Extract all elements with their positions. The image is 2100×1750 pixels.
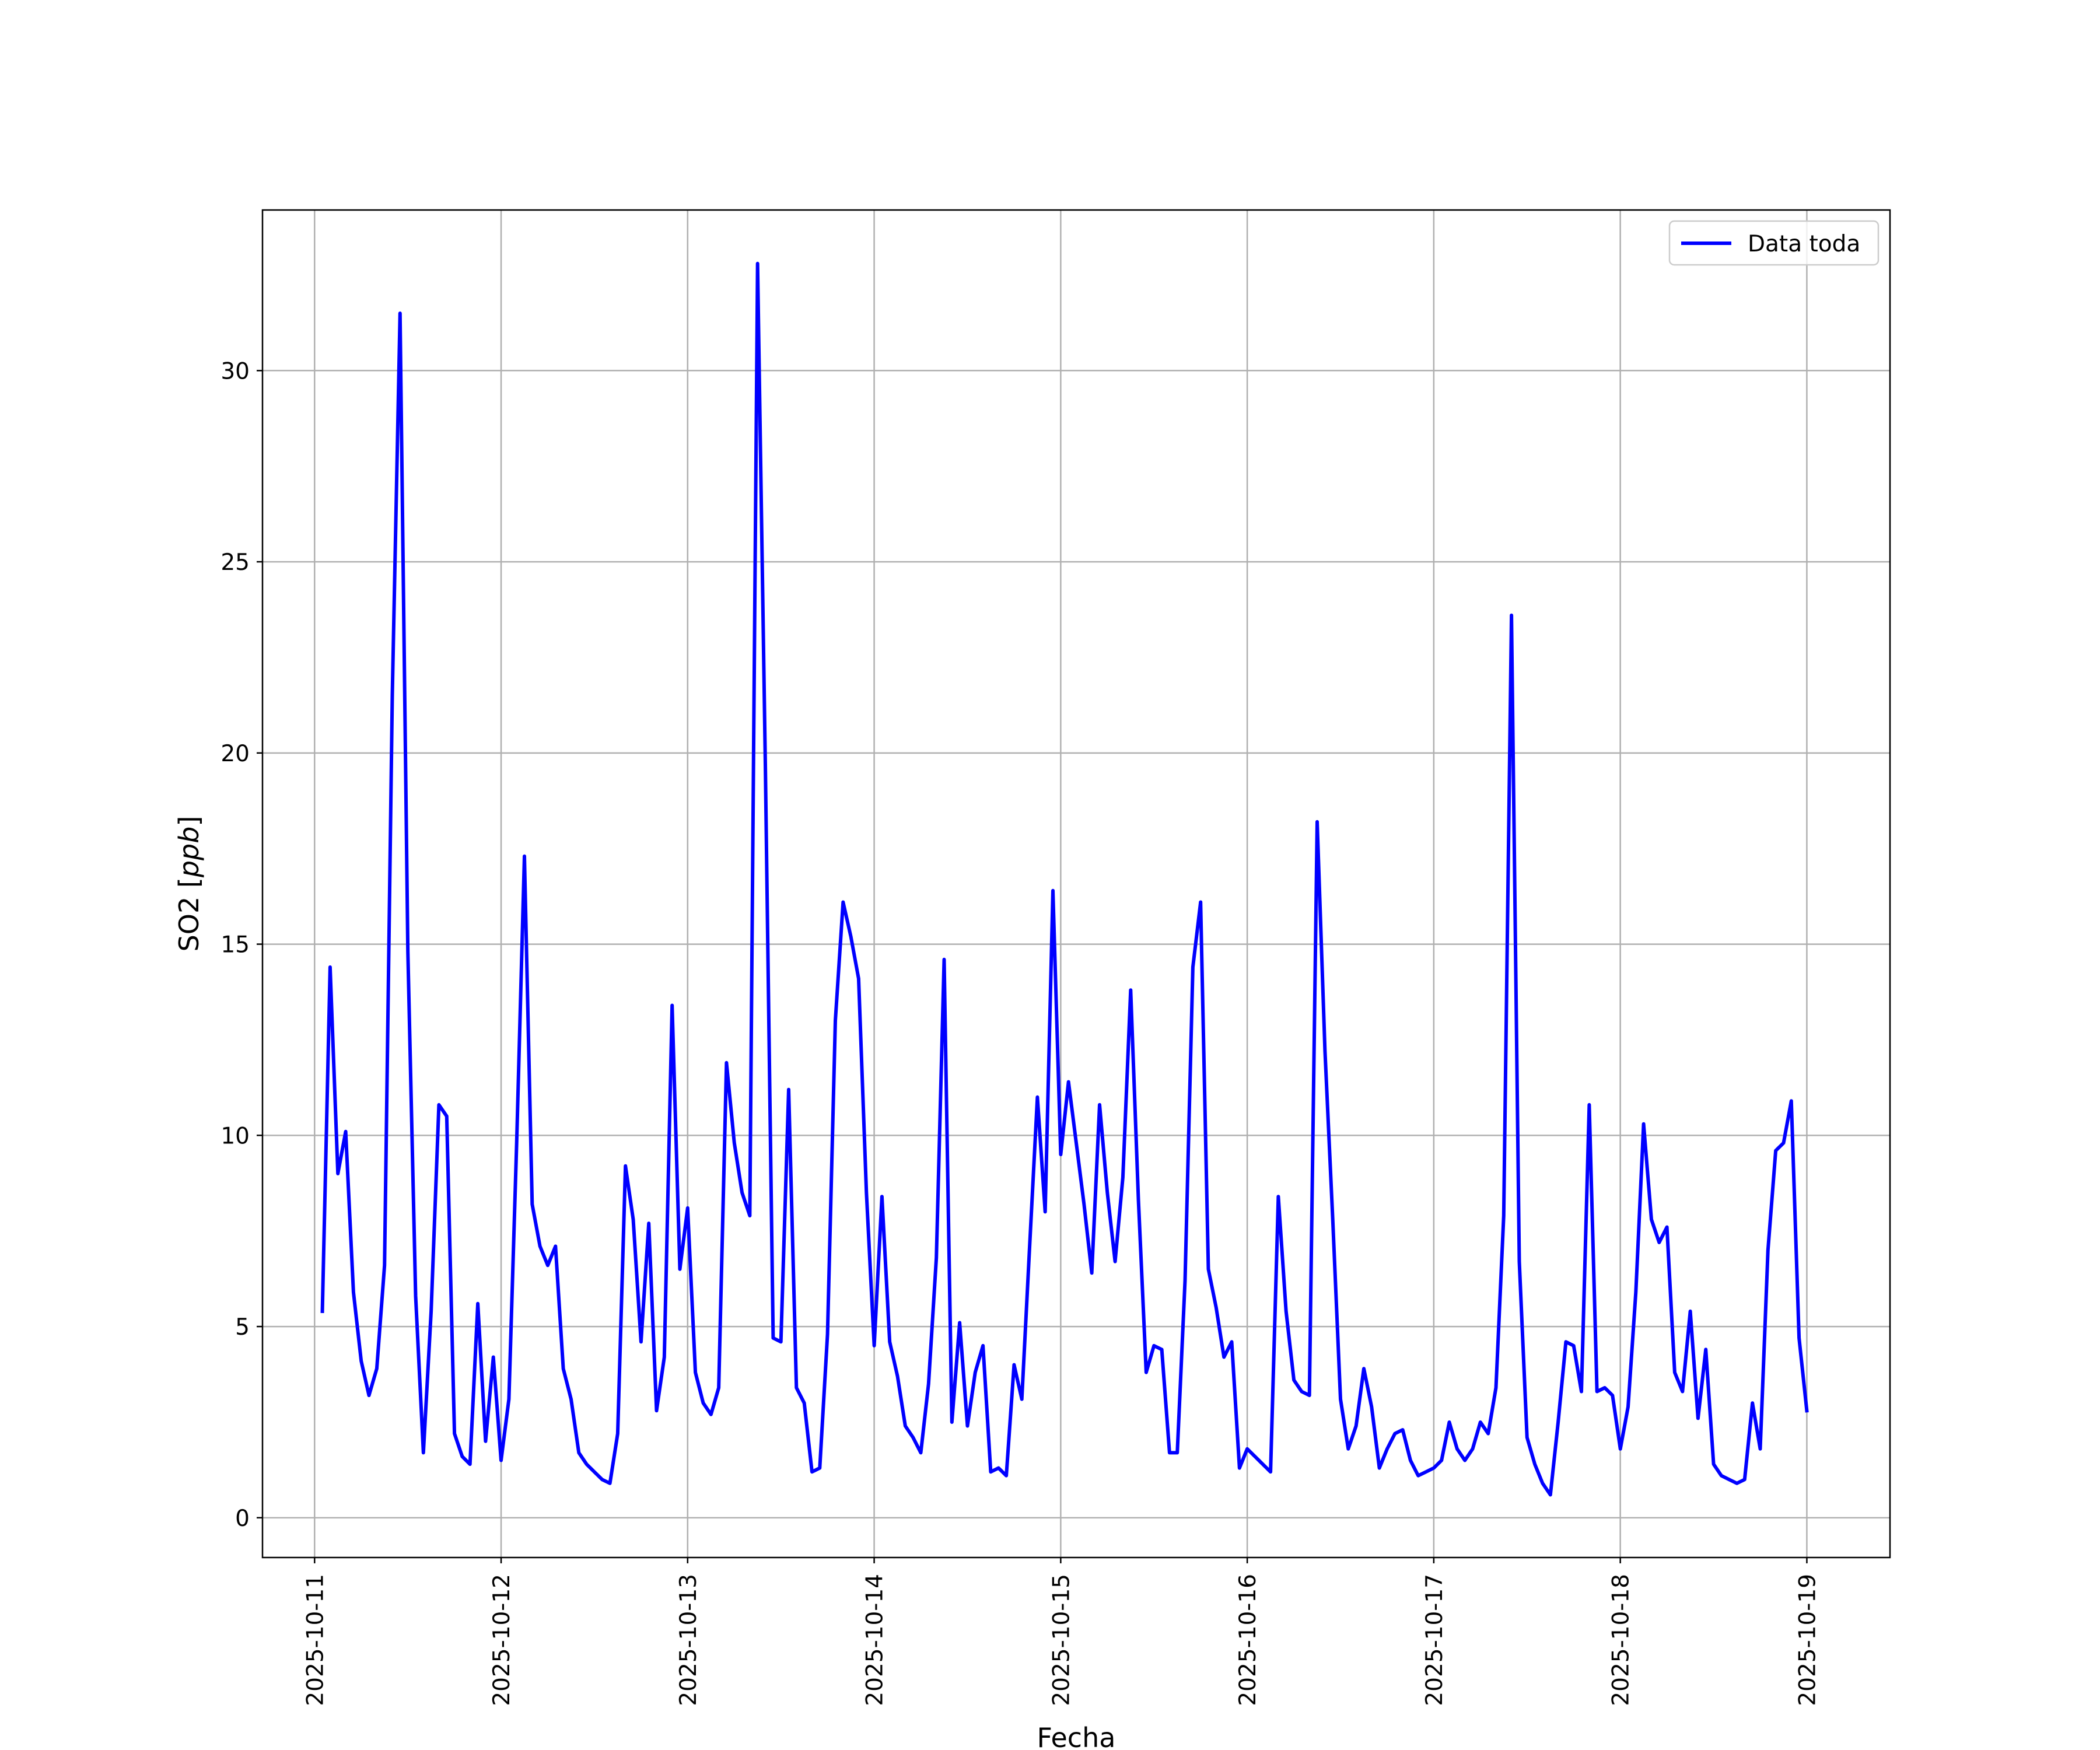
series-line-0 [320, 261, 1809, 1497]
y-tick-label: 25 [220, 550, 250, 576]
legend-label: Data toda [1748, 231, 1860, 257]
plot-area-background [262, 210, 1890, 1558]
x-tick-label: 2025-10-16 [1235, 1574, 1261, 1706]
x-tick-label: 2025-10-18 [1608, 1574, 1634, 1706]
axes-frame [261, 209, 1891, 1559]
legend-box [1668, 220, 1880, 266]
y-axis-label-suffix: ] [173, 816, 205, 827]
y-tick-label: 0 [235, 1506, 250, 1532]
x-tick-label: 2025-10-17 [1422, 1574, 1448, 1706]
y-axis-label-unit: ppb [173, 827, 205, 878]
series-layer [320, 261, 1809, 1497]
x-tick-label: 2025-10-11 [302, 1574, 328, 1706]
y-tick-label: 20 [220, 741, 250, 767]
y-axis-label-prefix: SO2 [ [173, 877, 205, 951]
x-tick-label: 2025-10-19 [1794, 1574, 1821, 1706]
x-tick-label: 2025-10-14 [862, 1574, 888, 1706]
x-tick-label: 2025-10-13 [676, 1574, 702, 1706]
y-tick-label: 10 [220, 1123, 250, 1149]
x-axis: 2025-10-11 2025-10-12 2025-10-13 2025-10-14… [302, 1558, 1821, 1706]
y-axis-label: SO2 [ppb] [173, 816, 205, 952]
x-tick-label: 2025-10-15 [1048, 1574, 1074, 1706]
y-tick-label: 30 [220, 358, 250, 384]
y-tick-label: 5 [235, 1314, 250, 1340]
x-axis-label: Fecha [1037, 1722, 1116, 1750]
y-tick-label: 15 [220, 932, 250, 958]
y-axis: 0 5 10 15 20 25 30 [220, 358, 262, 1532]
legend: Data toda [1668, 220, 1880, 266]
x-tick-label: 2025-10-12 [489, 1574, 515, 1706]
